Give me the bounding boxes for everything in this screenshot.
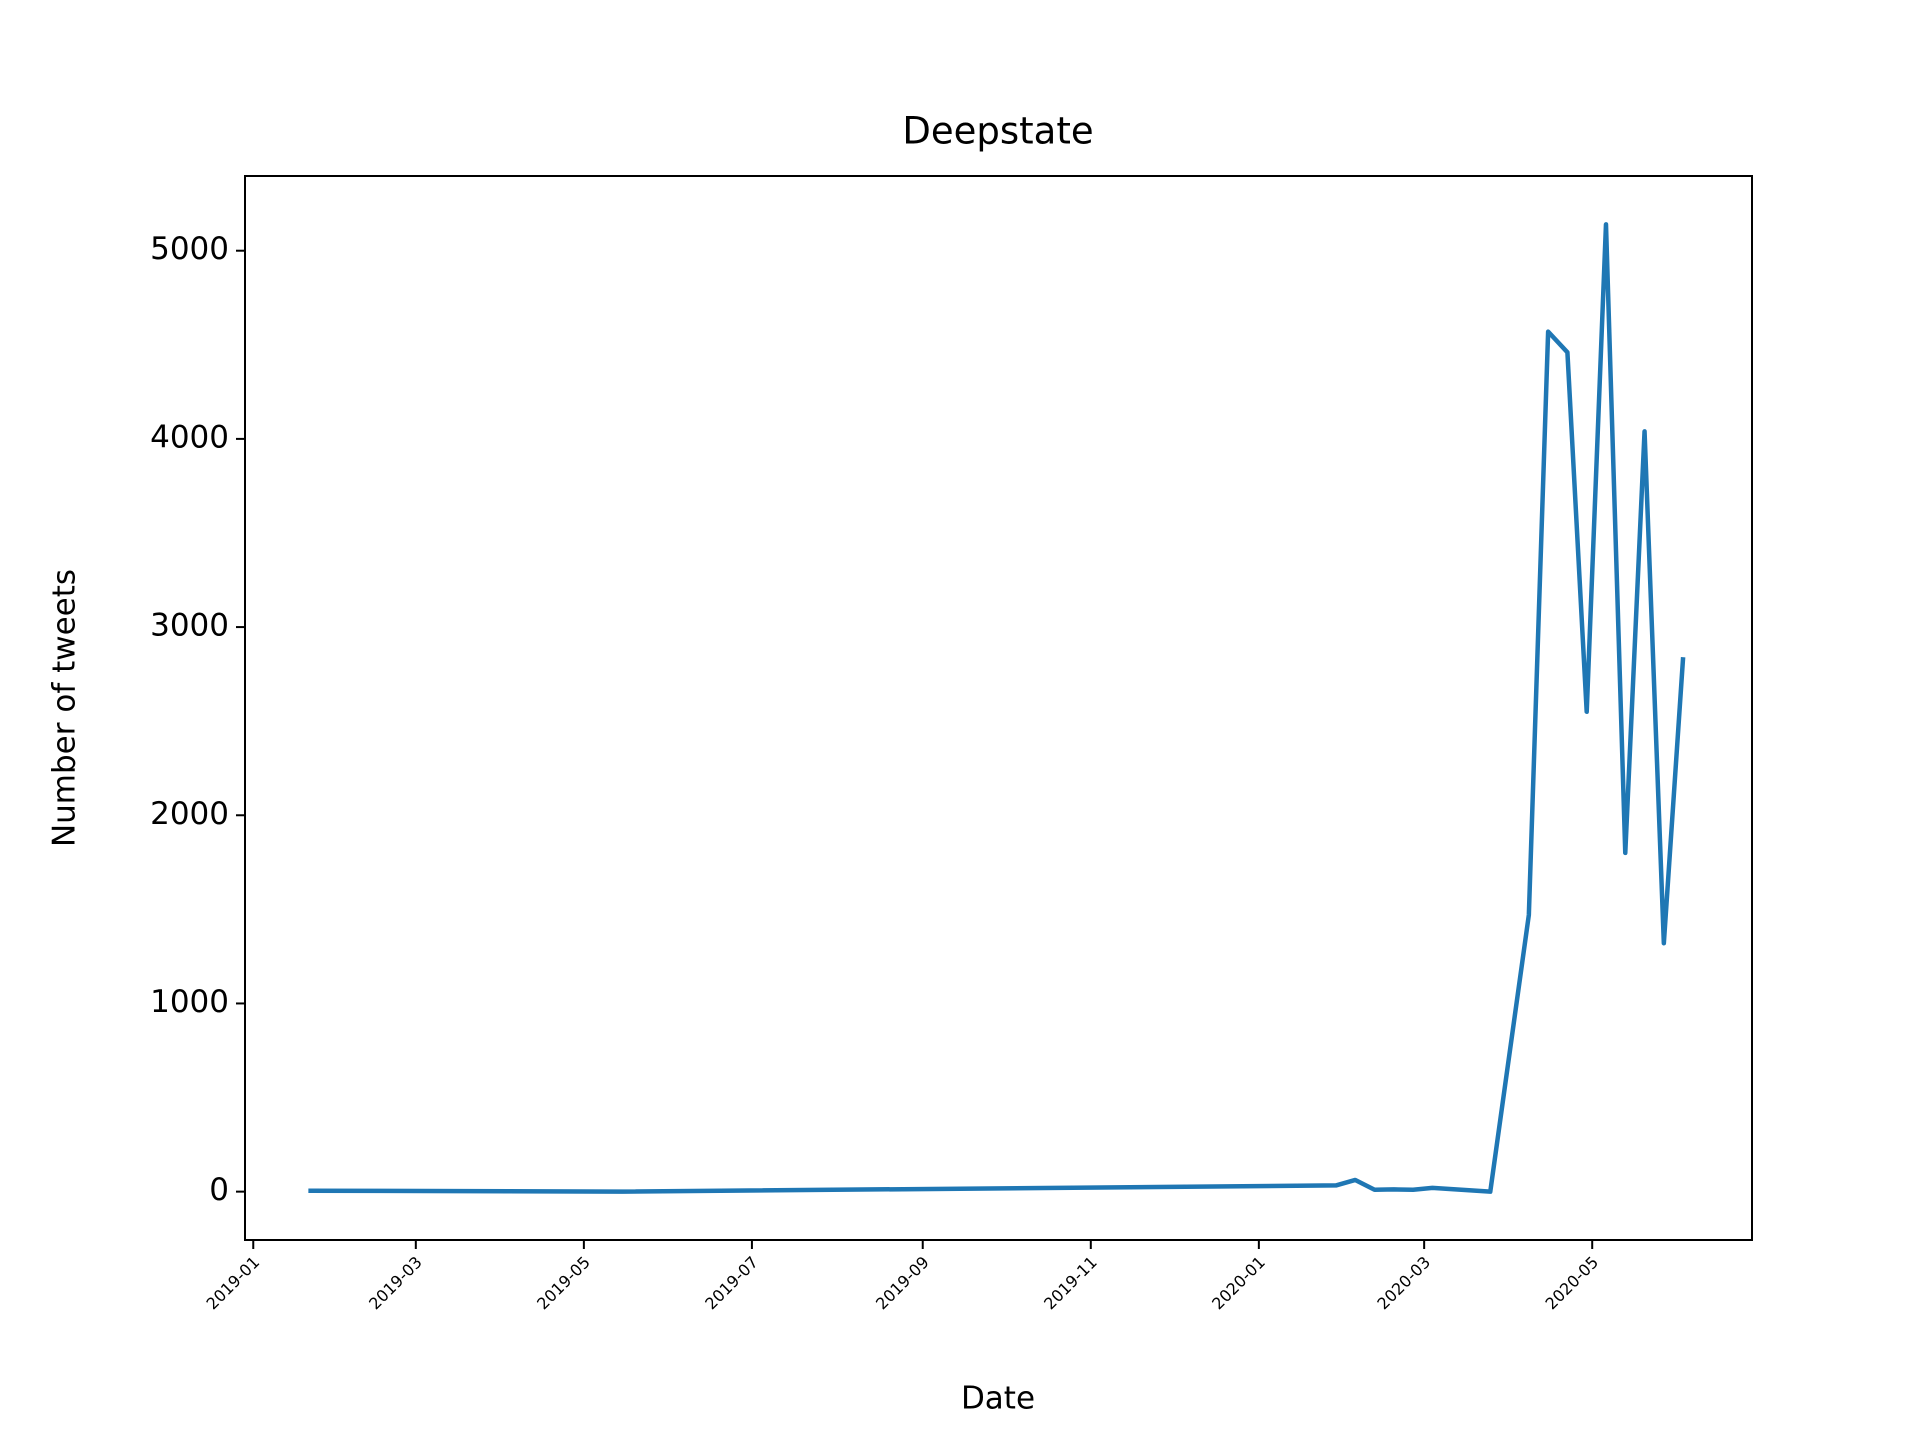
x-tick-label: 2019-01	[203, 1253, 264, 1314]
y-tick-label: 1000	[150, 984, 229, 1020]
y-tick-label: 0	[209, 1172, 229, 1208]
x-tick-label: 2019-09	[872, 1253, 933, 1314]
x-tick-label: 2020-01	[1208, 1253, 1269, 1314]
x-tick-label: 2019-05	[533, 1253, 594, 1314]
y-tick-label: 3000	[150, 608, 229, 644]
chart-title: Deepstate	[902, 110, 1093, 153]
y-tick-label: 5000	[150, 231, 229, 267]
data-line	[308, 222, 1686, 1194]
x-tick-label: 2019-07	[701, 1253, 762, 1314]
y-tick-label: 2000	[150, 796, 229, 832]
y-axis-label: Number of tweets	[47, 569, 83, 847]
plot-frame	[244, 175, 1753, 1241]
x-axis-label: Date	[961, 1381, 1035, 1417]
x-tick-label: 2020-03	[1373, 1253, 1434, 1314]
x-tick-label: 2020-05	[1542, 1253, 1603, 1314]
x-tick-label: 2019-11	[1040, 1253, 1101, 1314]
x-tick-label: 2019-03	[365, 1253, 426, 1314]
y-tick-label: 4000	[150, 419, 229, 455]
